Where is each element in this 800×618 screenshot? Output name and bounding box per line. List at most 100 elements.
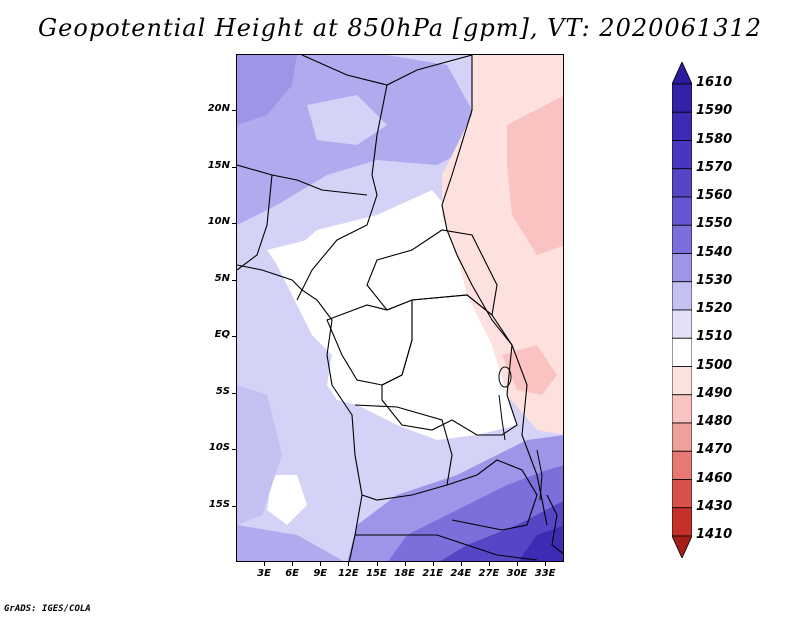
lon-tick-mark	[545, 562, 547, 566]
colorbar-segment	[672, 366, 692, 396]
country-boundaries	[237, 55, 563, 561]
field-band-1490-sudan	[507, 96, 563, 255]
west-coastline	[237, 264, 363, 561]
west-africa-border	[237, 164, 273, 271]
lat-tick-mark	[232, 166, 236, 168]
lon-tick-mark	[376, 562, 378, 566]
colorbar-segment	[672, 140, 692, 170]
colorbar-segment	[672, 507, 692, 537]
colorbar-label: 1460	[696, 470, 733, 486]
drc-border	[381, 294, 518, 436]
lat-tick-label: 5N	[214, 272, 230, 284]
colorbar-segment	[672, 281, 692, 311]
colorbar-label: 1430	[696, 498, 733, 514]
mozambique-border	[546, 494, 563, 555]
colorbar-label: 1490	[696, 385, 733, 401]
colorbar	[672, 62, 692, 558]
chad-niger-border	[296, 84, 388, 301]
field-band-1540-southwest	[237, 525, 344, 561]
colorbar-top-arrow	[672, 62, 692, 85]
field-band-1530-atlantic	[237, 385, 282, 525]
zambia-border	[446, 459, 538, 531]
lon-tick-label: 15E	[366, 568, 387, 579]
lon-tick-label: 12E	[337, 568, 359, 579]
lake-victoria	[498, 366, 512, 388]
colorbar-label: 1480	[696, 414, 733, 429]
lat-tick-mark	[232, 110, 236, 112]
colorbar-label: 1550	[696, 216, 733, 232]
field-band-1580-southeast	[518, 525, 563, 561]
lon-tick-label: 30E	[506, 568, 528, 579]
lon-tick-mark	[517, 562, 519, 566]
lon-tick-label: 24E	[450, 568, 472, 579]
colorbar-segment	[672, 224, 692, 254]
colorbar-segment	[672, 337, 692, 367]
lat-tick-label: 20N	[207, 103, 230, 115]
colorbar-segment	[672, 479, 692, 509]
colorbar-label: 1520	[696, 301, 733, 316]
colorbar-bottom-arrow	[672, 535, 692, 558]
lat-tick-label: 5S	[215, 385, 230, 397]
east-border	[441, 55, 548, 526]
colorbar-label: 1560	[696, 188, 733, 203]
lon-tick-mark	[320, 562, 322, 566]
field-patch-1530-sahara	[307, 95, 387, 145]
lon-tick-mark	[460, 562, 462, 566]
lon-tick-mark	[404, 562, 406, 566]
lat-tick-label: 15N	[207, 159, 230, 171]
lon-tick-label: 21E	[422, 568, 444, 579]
colorbar-label: 1530	[696, 272, 733, 288]
lake-tanganyika	[498, 394, 506, 441]
lon-tick-mark	[489, 562, 491, 566]
height-field-map	[237, 55, 563, 561]
colorbar-segment	[672, 394, 692, 424]
lat-tick-mark	[232, 336, 236, 338]
colorbar-label: 1610	[696, 75, 733, 90]
lon-tick-label: 3E	[257, 568, 271, 579]
field-band-1550-northwest	[237, 55, 297, 125]
lakes	[498, 366, 543, 501]
colorbar-label: 1500	[696, 357, 733, 373]
colorbar-segment	[672, 422, 692, 452]
namibia-botswana-border	[355, 534, 538, 561]
colorbar-label: 1510	[696, 329, 733, 345]
mali-niger-border	[271, 174, 368, 196]
lon-tick-mark	[264, 562, 266, 566]
colorbar-segment	[672, 83, 692, 113]
lon-tick-label: 33E	[534, 568, 556, 579]
field-patch-1520-nigeria	[267, 240, 312, 280]
lat-tick-mark	[232, 449, 236, 451]
lat-tick-mark	[232, 505, 236, 507]
colorbar-segment	[672, 196, 692, 226]
colorbar-label: 1590	[696, 103, 733, 119]
lake-malawi	[536, 449, 543, 501]
chart-title: Geopotential Height at 850hPa [gpm], VT:…	[38, 14, 762, 42]
lat-tick-mark	[232, 223, 236, 225]
colorbar-label: 1580	[696, 131, 733, 147]
field-patch-1520-south	[267, 475, 307, 525]
lat-tick-label: 10S	[208, 442, 230, 454]
colorbar-label: 1470	[696, 442, 733, 458]
lon-tick-label: 9E	[313, 568, 328, 579]
colorbar-segment	[672, 309, 692, 339]
footer-credit: GrADS: IGES/COLA	[4, 604, 91, 614]
colorbar-segment	[672, 253, 692, 283]
lon-tick-mark	[348, 562, 350, 566]
lat-tick-label: EQ	[214, 329, 230, 341]
colorbar-label: 1570	[696, 159, 733, 175]
map-panel	[236, 54, 564, 562]
field-patch-1490-uganda	[502, 345, 557, 395]
angola-border	[354, 404, 453, 501]
lon-tick-label: 18E	[394, 568, 415, 579]
lat-tick-mark	[232, 279, 236, 281]
lat-tick-label: 10N	[207, 216, 230, 228]
lon-tick-mark	[432, 562, 434, 566]
colorbar-label: 1540	[696, 244, 733, 260]
colorbar-segment	[672, 111, 692, 141]
lat-tick-label: 15S	[208, 498, 230, 510]
lon-tick-label: 27E	[478, 568, 500, 579]
lon-tick-mark	[292, 562, 294, 566]
lat-tick-mark	[232, 392, 236, 394]
colorbar-segment	[672, 450, 692, 480]
lon-tick-label: 6E	[285, 568, 300, 579]
